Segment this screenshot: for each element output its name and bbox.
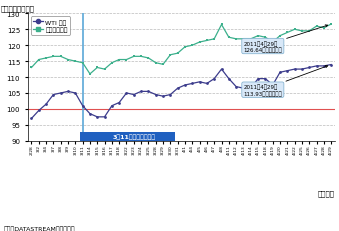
WTI 先物 bbox=[59, 92, 63, 95]
北海ブレント bbox=[146, 57, 151, 60]
北海ブレント bbox=[110, 62, 114, 65]
北海ブレント bbox=[322, 27, 326, 30]
WTI 先物 bbox=[124, 92, 128, 95]
WTI 先物 bbox=[161, 95, 165, 98]
北海ブレント bbox=[329, 24, 333, 26]
北海ブレント bbox=[271, 41, 275, 44]
北海ブレント bbox=[88, 73, 92, 76]
WTI 先物 bbox=[73, 92, 77, 95]
北海ブレント bbox=[198, 41, 202, 44]
北海ブレント bbox=[168, 54, 173, 57]
北海ブレント bbox=[234, 38, 238, 41]
WTI 先物 bbox=[227, 78, 231, 81]
WTI 先物 bbox=[315, 65, 319, 68]
WTI 先物 bbox=[117, 102, 121, 104]
WTI 先物 bbox=[52, 94, 56, 97]
WTI 先物 bbox=[212, 78, 216, 81]
WTI 先物 bbox=[219, 68, 223, 71]
WTI 先物 bbox=[29, 118, 34, 120]
WTI 先物 bbox=[183, 84, 187, 87]
WTI 先物 bbox=[241, 87, 245, 90]
北海ブレント bbox=[66, 59, 70, 62]
WTI 先物 bbox=[154, 94, 158, 97]
北海ブレント bbox=[117, 59, 121, 62]
北海ブレント bbox=[241, 38, 245, 41]
WTI 先物 bbox=[102, 116, 106, 119]
WTI 先物 bbox=[263, 78, 267, 81]
WTI 先物 bbox=[256, 78, 260, 81]
北海ブレント bbox=[102, 68, 106, 71]
北海ブレント bbox=[44, 57, 48, 60]
Text: （ドル／バレル）: （ドル／バレル） bbox=[0, 5, 34, 12]
Legend: WTI 先物, 北海ブレント: WTI 先物, 北海ブレント bbox=[31, 17, 70, 35]
北海ブレント bbox=[59, 56, 63, 58]
WTI 先物 bbox=[168, 94, 173, 97]
北海ブレント bbox=[37, 59, 41, 62]
北海ブレント bbox=[256, 35, 260, 38]
Line: 北海ブレント: 北海ブレント bbox=[30, 24, 333, 76]
Text: 資料：DATASTREAMから作成。: 資料：DATASTREAMから作成。 bbox=[3, 225, 75, 231]
北海ブレント bbox=[278, 35, 282, 38]
WTI 先物 bbox=[139, 91, 143, 93]
北海ブレント bbox=[132, 56, 136, 58]
WTI 先物 bbox=[176, 87, 180, 90]
WTI 先物 bbox=[132, 94, 136, 97]
WTI 先物 bbox=[81, 105, 85, 108]
北海ブレント bbox=[285, 32, 290, 35]
北海ブレント bbox=[95, 67, 99, 70]
WTI 先物 bbox=[95, 116, 99, 119]
北海ブレント bbox=[293, 29, 297, 31]
北海ブレント bbox=[315, 26, 319, 28]
北海ブレント bbox=[161, 64, 165, 66]
WTI 先物 bbox=[278, 72, 282, 74]
北海ブレント bbox=[307, 30, 311, 33]
Text: 3月11日東日本大震災: 3月11日東日本大震災 bbox=[112, 134, 155, 139]
WTI 先物 bbox=[249, 87, 253, 90]
WTI 先物 bbox=[322, 65, 326, 68]
WTI 先物 bbox=[44, 103, 48, 106]
Text: （月日）: （月日） bbox=[318, 189, 335, 196]
北海ブレント bbox=[52, 56, 56, 58]
WTI 先物 bbox=[307, 67, 311, 70]
WTI 先物 bbox=[205, 83, 209, 85]
北海ブレント bbox=[300, 30, 304, 33]
WTI 先物 bbox=[300, 68, 304, 71]
Text: 2011年4月29日
126.64ドル／バレル: 2011年4月29日 126.64ドル／バレル bbox=[243, 26, 328, 53]
北海ブレント bbox=[263, 37, 267, 40]
WTI 先物 bbox=[88, 113, 92, 116]
北海ブレント bbox=[73, 61, 77, 63]
北海ブレント bbox=[183, 46, 187, 49]
WTI 先物 bbox=[66, 91, 70, 93]
WTI 先物 bbox=[234, 86, 238, 89]
北海ブレント bbox=[227, 37, 231, 40]
北海ブレント bbox=[205, 40, 209, 43]
WTI 先物 bbox=[146, 91, 151, 93]
WTI 先物 bbox=[285, 70, 290, 73]
北海ブレント bbox=[176, 52, 180, 55]
北海ブレント bbox=[29, 67, 34, 70]
北海ブレント bbox=[154, 62, 158, 65]
FancyBboxPatch shape bbox=[80, 132, 176, 141]
WTI 先物 bbox=[293, 68, 297, 71]
WTI 先物 bbox=[37, 110, 41, 112]
北海ブレント bbox=[190, 45, 194, 47]
Line: WTI 先物: WTI 先物 bbox=[30, 64, 333, 120]
北海ブレント bbox=[219, 24, 223, 27]
Text: 2011年4月29日
113.93ドル／バレル: 2011年4月29日 113.93ドル／バレル bbox=[243, 66, 328, 96]
北海ブレント bbox=[124, 59, 128, 62]
WTI 先物 bbox=[271, 84, 275, 87]
WTI 先物 bbox=[190, 83, 194, 85]
WTI 先物 bbox=[198, 81, 202, 84]
北海ブレント bbox=[81, 62, 85, 65]
北海ブレント bbox=[249, 38, 253, 41]
北海ブレント bbox=[139, 56, 143, 58]
WTI 先物 bbox=[110, 105, 114, 108]
北海ブレント bbox=[212, 38, 216, 41]
WTI 先物 bbox=[329, 64, 333, 67]
